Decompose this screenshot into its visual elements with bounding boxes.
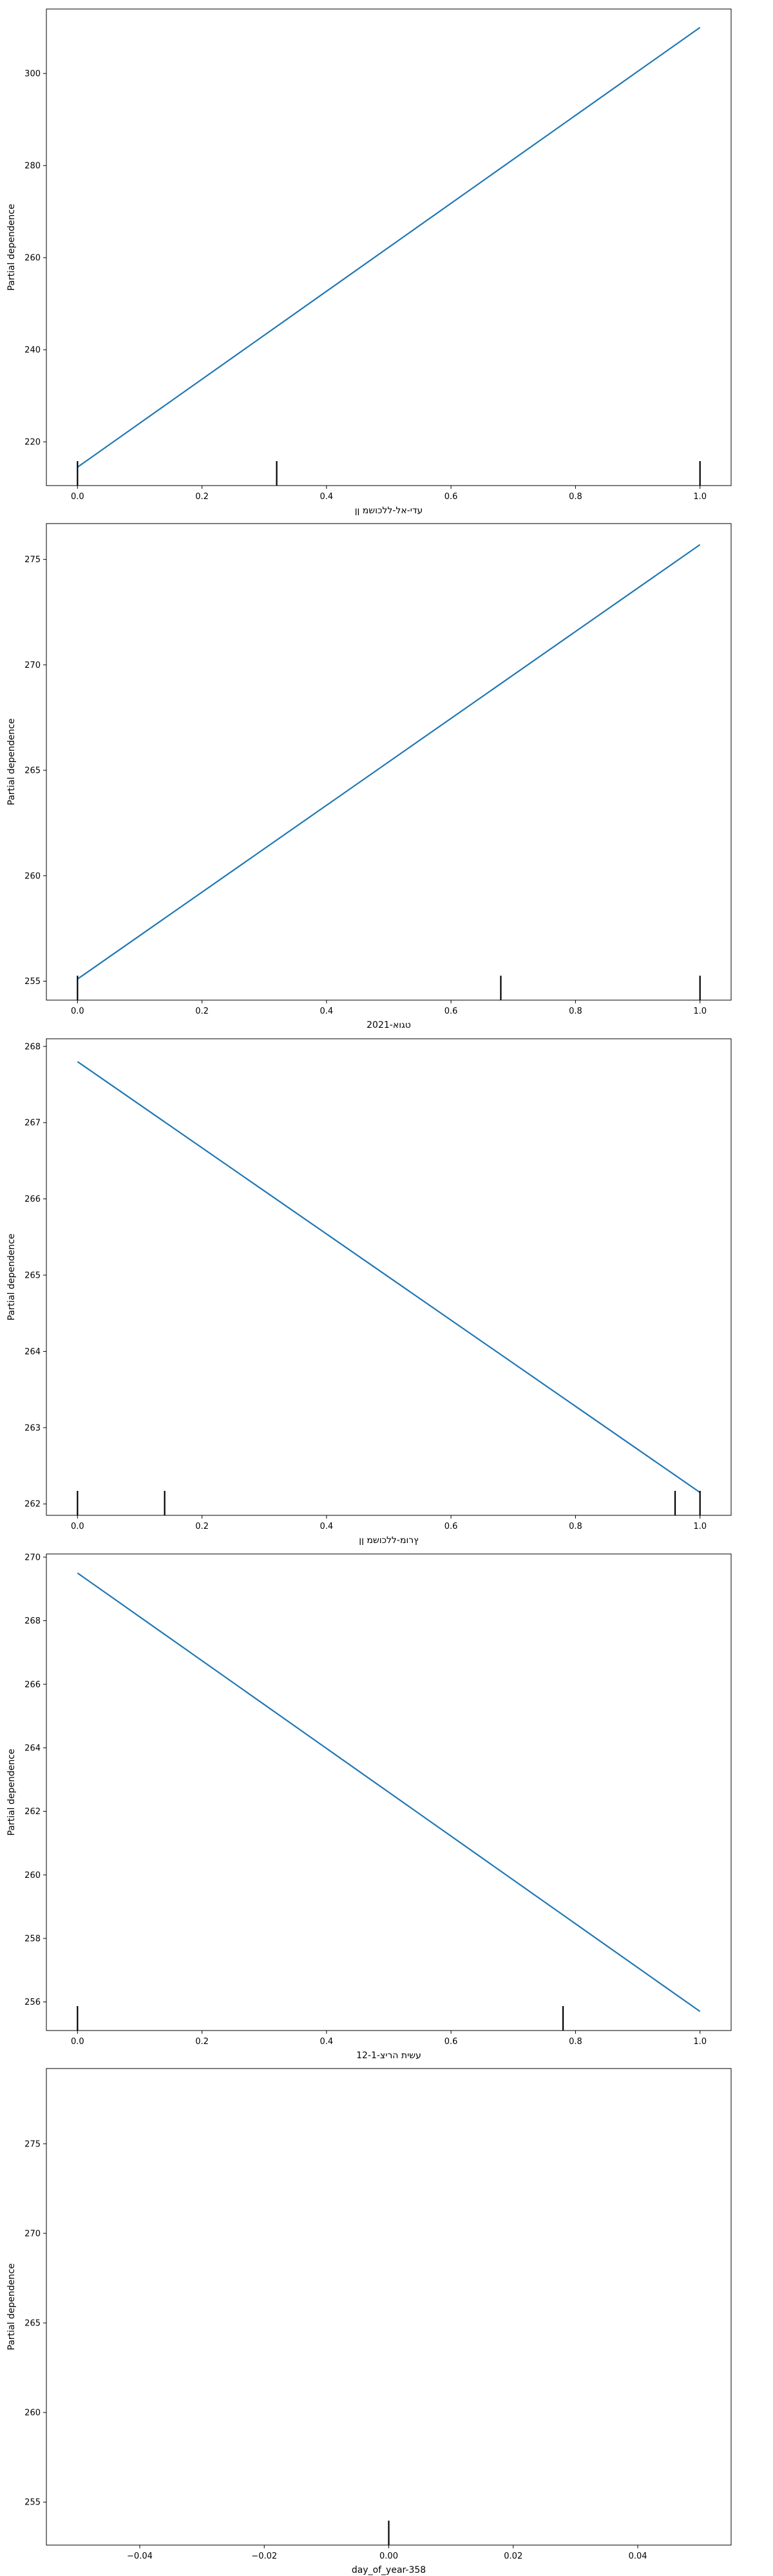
axes-frame xyxy=(46,1038,732,1516)
y-tick-label: 266 xyxy=(24,1195,41,1204)
y-tick-label: 260 xyxy=(24,1871,41,1880)
y-tick-label: 270 xyxy=(24,661,41,670)
x-tick-label: 0.0 xyxy=(71,1007,84,1016)
partial-dependence-line xyxy=(77,1061,701,1493)
y-axis-label: Partial dependence xyxy=(6,1233,17,1320)
y-tick-label: 262 xyxy=(24,1500,41,1510)
x-tick-label: 0.8 xyxy=(569,492,582,502)
y-tick-label: 265 xyxy=(24,2319,41,2329)
x-tick-label: 0.8 xyxy=(569,1522,582,1531)
axes-frame xyxy=(46,2068,732,2546)
x-tick-label: 0.6 xyxy=(444,2037,458,2047)
x-tick-label: 1.0 xyxy=(693,1522,707,1531)
y-axis-label: Partial dependence xyxy=(6,1748,17,1835)
y-tick-label: 268 xyxy=(24,1042,41,1052)
y-tick-label: 255 xyxy=(24,977,41,987)
x-axis-label: עדי-אל-ללכושמ ןן xyxy=(355,506,423,516)
y-tick-label: 220 xyxy=(24,438,41,448)
x-tick-label: 0.6 xyxy=(444,1007,458,1016)
y-tick-label: 280 xyxy=(24,162,41,171)
y-tick-label: 265 xyxy=(24,766,41,776)
x-axis-label: טגוא-2021 xyxy=(367,1020,411,1030)
y-tick-label: 266 xyxy=(24,1680,41,1690)
y-axis-label: Partial dependence xyxy=(6,718,17,805)
y-tick-label: 265 xyxy=(24,1271,41,1281)
y-tick-label: 263 xyxy=(24,1423,41,1433)
y-tick-label: 270 xyxy=(24,1553,41,1562)
y-tick-label: 255 xyxy=(24,2498,41,2508)
x-tick-label: −0.02 xyxy=(251,2552,277,2561)
subplot-4: 0.0 0.2 0.4 0.6 0.8 1.0 256 258 260 262 264 266 268 2… xyxy=(6,1553,732,2061)
y-tick-label: 267 xyxy=(24,1119,41,1128)
x-tick-label: 1.0 xyxy=(693,492,707,502)
x-tick-label: 1.0 xyxy=(693,1007,707,1016)
x-tick-label: 0.2 xyxy=(195,1007,209,1016)
x-tick-label: −0.04 xyxy=(127,2552,153,2561)
partial-dependence-line xyxy=(77,26,701,468)
y-tick-label: 256 xyxy=(24,1998,41,2007)
subplot-3: 0.0 0.2 0.4 0.6 0.8 1.0 262 263 264 265 266 267 268 ץ… xyxy=(6,1038,732,1546)
x-tick-label: 1.0 xyxy=(693,2037,707,2047)
y-tick-label: 260 xyxy=(24,871,41,881)
y-tick-label: 260 xyxy=(24,2409,41,2418)
axes-frame xyxy=(46,1553,732,2031)
y-tick-label: 240 xyxy=(24,346,41,355)
x-tick-label: 0.4 xyxy=(320,1007,334,1016)
y-tick-label: 262 xyxy=(24,1807,41,1817)
x-tick-label: 0.2 xyxy=(195,1522,209,1531)
x-tick-label: 0.6 xyxy=(444,492,458,502)
x-tick-label: 0.00 xyxy=(379,2552,398,2561)
x-tick-label: 0.4 xyxy=(320,2037,334,2047)
subplot-5: −0.04 −0.02 0.00 0.02 0.04 255 260 265 270 275 day… xyxy=(6,2068,732,2575)
x-axis-label: עשית הריצ-12-1 xyxy=(356,2050,421,2061)
x-tick-label: 0.2 xyxy=(195,492,209,502)
x-tick-label: 0.02 xyxy=(504,2552,522,2561)
x-axis-label: day_of_year-358 xyxy=(352,2565,426,2575)
axes-frame xyxy=(46,523,732,1001)
x-tick-label: 0.4 xyxy=(320,1522,334,1531)
partial-dependence-line xyxy=(77,1572,701,2012)
x-tick-label: 0.8 xyxy=(569,1007,582,1016)
x-tick-label: 0.0 xyxy=(71,2037,84,2047)
y-tick-label: 268 xyxy=(24,1616,41,1626)
x-tick-label: 0.04 xyxy=(629,2552,647,2561)
y-tick-label: 270 xyxy=(24,2229,41,2239)
x-tick-label: 0.8 xyxy=(569,2037,582,2047)
y-tick-label: 264 xyxy=(24,1743,41,1753)
x-tick-label: 0.0 xyxy=(71,1522,84,1531)
x-axis-label: ץרומ-ללכושמ ןן xyxy=(359,1535,418,1546)
x-tick-label: 0.4 xyxy=(320,492,334,502)
y-axis-label: Partial dependence xyxy=(6,2263,17,2350)
partial-dependence-line xyxy=(77,544,701,980)
y-tick-label: 258 xyxy=(24,1934,41,1944)
subplot-1: 0.0 0.2 0.4 0.6 0.8 1.0 220 240 260 280 300 עדי-אל-… xyxy=(6,8,732,516)
y-tick-label: 264 xyxy=(24,1347,41,1357)
y-tick-label: 275 xyxy=(24,2139,41,2149)
x-tick-label: 0.2 xyxy=(195,2037,209,2047)
axes-frame xyxy=(46,8,732,486)
y-tick-label: 260 xyxy=(24,254,41,263)
y-tick-label: 275 xyxy=(24,555,41,565)
x-tick-label: 0.0 xyxy=(71,492,84,502)
y-axis-label: Partial dependence xyxy=(6,204,17,290)
y-tick-label: 300 xyxy=(24,70,41,79)
x-tick-label: 0.6 xyxy=(444,1522,458,1531)
subplot-2: 0.0 0.2 0.4 0.6 0.8 1.0 255 260 265 270 275 טגוא-20… xyxy=(6,523,732,1030)
